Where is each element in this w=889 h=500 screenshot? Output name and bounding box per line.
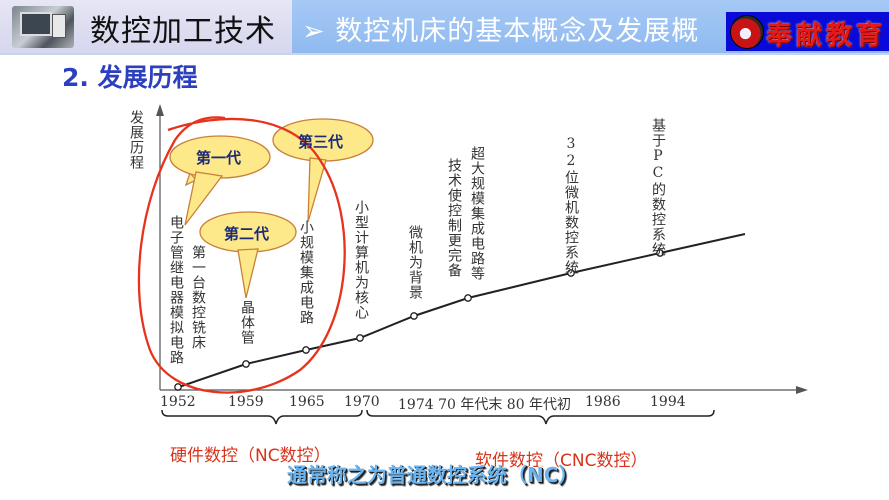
label-1965: 小规模集成电路 (298, 220, 314, 325)
tick-1965: 1965 (289, 394, 325, 410)
bubble-second-gen: 第二代 (224, 225, 270, 243)
tick-1994: 1994 (650, 394, 686, 410)
hardware-era-brace (161, 409, 363, 425)
tick-1974-80s: 1974 70 年代末 80 年代初 (398, 397, 572, 413)
label-1970: 小型计算机为核心 (353, 200, 369, 320)
bubble-2-pointer (237, 248, 259, 299)
slide-heading: 2. 发展历程 (62, 63, 198, 92)
video-subtitle: 通常称之为普通数控系统（NC） (287, 463, 579, 487)
brand-logo: 奉献教育 (726, 12, 889, 51)
section-title: ➢ 数控机床的基本概念及发展概 (302, 16, 700, 47)
highlight-circle (137, 116, 346, 394)
course-title: 数控加工技术 (90, 14, 276, 49)
label-1952: 电子管继电器模拟电路 (168, 215, 184, 365)
tick-1970: 1970 (344, 394, 380, 410)
slide-header: 数控加工技术 ➢ 数控机床的基本概念及发展概 奉献教育 (0, 0, 889, 55)
tick-1986: 1986 (585, 394, 621, 410)
label-first-machine: 第一台数控铣床 (190, 245, 206, 350)
bubble-first-gen: 第一代 (196, 149, 242, 167)
label-1986: 32位微机数控系统 (563, 136, 579, 275)
brand-name: 奉献教育 (766, 21, 887, 51)
tick-1959: 1959 (228, 394, 264, 410)
bubble-1-pointer (184, 171, 224, 226)
data-points (174, 249, 664, 391)
label-1974: 微机为背景 (407, 225, 423, 300)
bubble-third-gen: 第三代 (298, 133, 344, 151)
era-software-cnc: 软件数控（CNC数控） (475, 451, 648, 471)
cnc-machine-icon (12, 6, 74, 48)
x-axis-arrow-icon (796, 386, 808, 394)
y-axis-label: 发展历程 (128, 110, 144, 170)
brand-emblem-icon (730, 15, 764, 49)
bubble-1-tail (184, 171, 198, 187)
y-axis-arrow-icon (156, 104, 164, 116)
software-era-brace (366, 409, 715, 425)
label-tech: 技术使控制更完备 (446, 158, 462, 278)
bubble-3-pointer (307, 157, 327, 223)
era-hardware-nc: 硬件数控（NC数控） (170, 446, 331, 466)
tick-1952: 1952 (160, 394, 196, 410)
label-1994: 基于PC的数控系统 (650, 118, 666, 257)
label-vlsi: 超大规模集成电路等 (469, 146, 485, 281)
header-divider (0, 53, 889, 55)
label-1959: 晶体管 (239, 300, 255, 345)
